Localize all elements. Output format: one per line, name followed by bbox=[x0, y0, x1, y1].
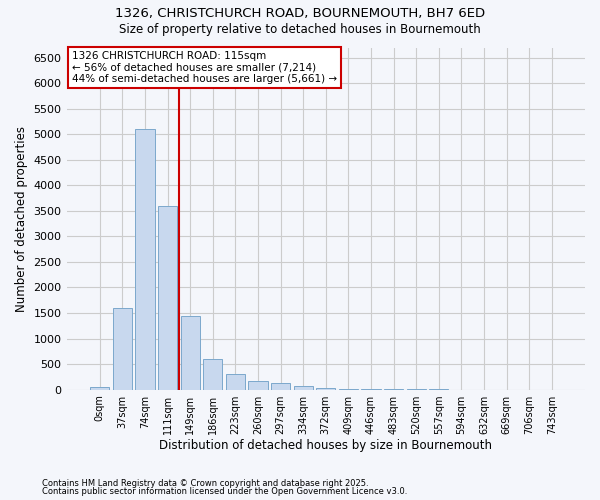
Text: 1326, CHRISTCHURCH ROAD, BOURNEMOUTH, BH7 6ED: 1326, CHRISTCHURCH ROAD, BOURNEMOUTH, BH… bbox=[115, 8, 485, 20]
Y-axis label: Number of detached properties: Number of detached properties bbox=[15, 126, 28, 312]
Bar bbox=[181, 316, 200, 390]
Bar bbox=[90, 387, 109, 390]
Bar bbox=[203, 359, 223, 390]
Bar bbox=[158, 206, 177, 390]
Text: Contains HM Land Registry data © Crown copyright and database right 2025.: Contains HM Land Registry data © Crown c… bbox=[42, 478, 368, 488]
Bar bbox=[136, 129, 155, 390]
Bar bbox=[226, 374, 245, 390]
Bar bbox=[113, 308, 132, 390]
Text: Size of property relative to detached houses in Bournemouth: Size of property relative to detached ho… bbox=[119, 22, 481, 36]
Text: Contains public sector information licensed under the Open Government Licence v3: Contains public sector information licen… bbox=[42, 487, 407, 496]
Bar bbox=[293, 386, 313, 390]
Bar bbox=[361, 389, 380, 390]
Bar bbox=[316, 388, 335, 390]
Bar bbox=[248, 380, 268, 390]
Bar bbox=[271, 384, 290, 390]
Bar bbox=[339, 388, 358, 390]
Text: 1326 CHRISTCHURCH ROAD: 115sqm
← 56% of detached houses are smaller (7,214)
44% : 1326 CHRISTCHURCH ROAD: 115sqm ← 56% of … bbox=[72, 51, 337, 84]
X-axis label: Distribution of detached houses by size in Bournemouth: Distribution of detached houses by size … bbox=[159, 440, 492, 452]
